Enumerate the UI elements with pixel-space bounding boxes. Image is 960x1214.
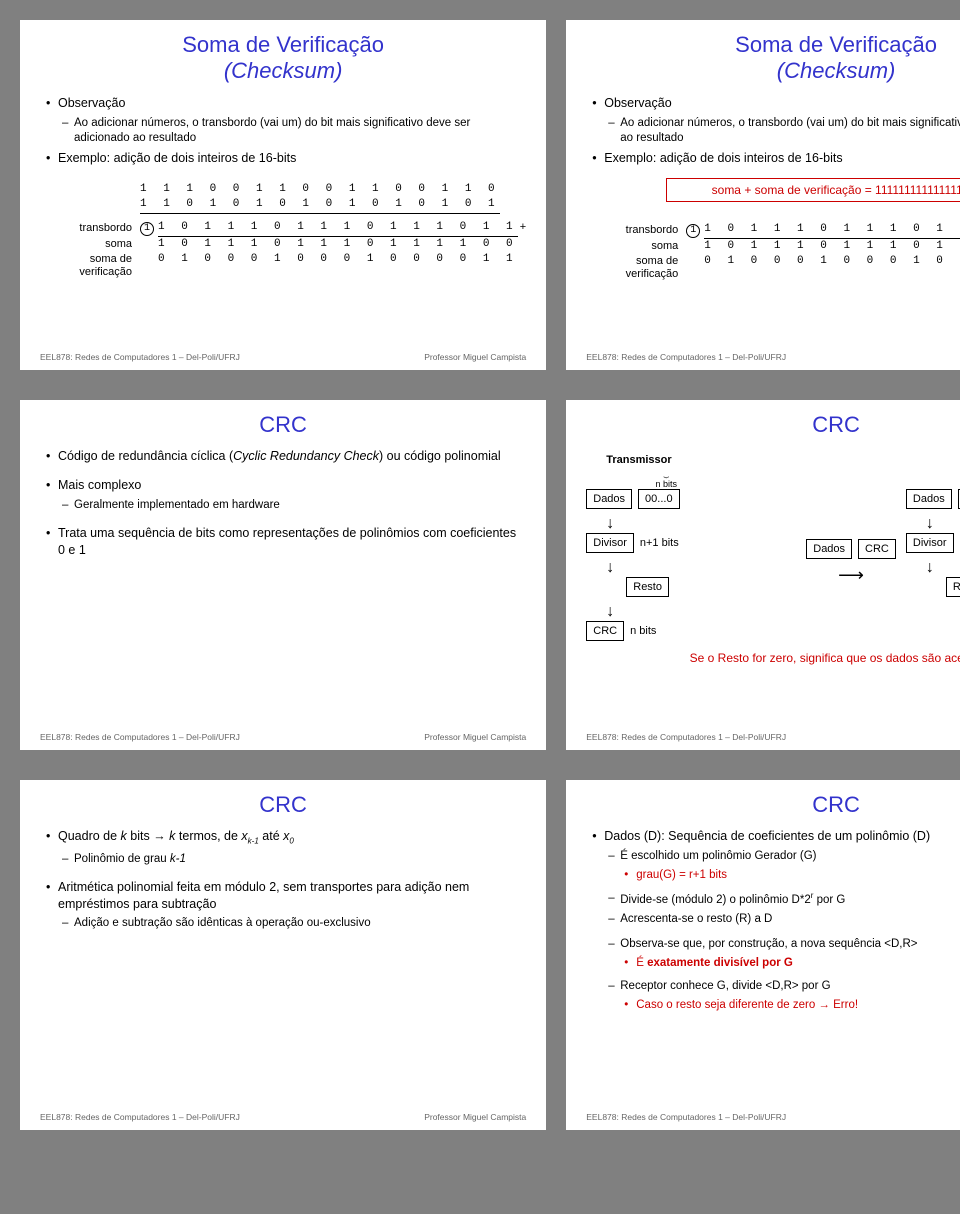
bullet-aritmetica: Aritmética polinomial feita em módulo 2,…: [46, 879, 526, 913]
bullet-quadro: Quadro de k bits → k termos, de xk-1 até…: [46, 828, 526, 847]
slide-footer: EEL878: Redes de Computadores 1 – Del-Po…: [586, 726, 960, 742]
footer-left: EEL878: Redes de Computadores 1 – Del-Po…: [40, 352, 240, 362]
bits-transbordo: 1 0 1 1 1 0 1 1 1 0 1 1 1 0 1 1: [158, 220, 518, 237]
bullet-observacao: Observação: [46, 95, 526, 112]
bits-soma: 1 0 1 1 1 0 1 1 1 0 1 1 1 1 0 0: [158, 237, 518, 252]
slide-crc-1: CRC Código de redundância cíclica (Cycli…: [20, 400, 546, 750]
sub-gerador: É escolhido um polinômio Gerador (G): [608, 849, 960, 864]
title-line-1: Soma de Verificação: [182, 32, 384, 57]
slide-title: CRC: [586, 412, 960, 438]
down-arrow-icon: ↓: [606, 515, 796, 533]
bits-row-2: 1 1 0 1 0 1 0 1 0 1 0 1 0 1 0 1: [140, 197, 500, 214]
sub-divide: Divide-se (módulo 2) o polinômio D*2r po…: [608, 891, 960, 908]
slide-crc-math: CRC Quadro de k bits → k termos, de xk-1…: [20, 780, 546, 1130]
label-sv1: soma de: [60, 254, 140, 265]
footer-right: Professor Miguel Campista: [424, 1112, 526, 1122]
title-line-1: Soma de Verificação: [735, 32, 937, 57]
crc-diagram: Transmissor Receptor ⏟n bits Dados 00...…: [586, 454, 960, 665]
slide-footer: EEL878: Redes de Computadores 1 – Del-Po…: [40, 726, 526, 742]
bits-sv: 0 1 0 0 0 1 0 0 0 1 0 0 0 0 1 1: [158, 252, 518, 267]
box-divisor-rx: Divisor: [906, 533, 954, 553]
bits-row-1: 1 1 1 0 0 1 1 0 0 1 1 0 0 1 1 0: [140, 182, 500, 197]
label-sv2: verificação: [60, 267, 140, 278]
bits-soma: 1 0 1 1 1 0 1 1 1 0 1 1 1 1 0 0: [704, 239, 960, 254]
slide-checksum-2: Soma de Verificação (Checksum) Observaçã…: [566, 20, 960, 370]
box-crc: CRC: [586, 621, 624, 641]
sub2-erro: Caso o resto seja diferente de zero → Er…: [624, 998, 960, 1013]
sub-xor: Adição e subtração são idênticas à opera…: [62, 916, 526, 931]
label-transmissor: Transmissor: [606, 454, 671, 466]
box-resto: Resto: [626, 577, 669, 597]
title-line-2: (Checksum): [777, 58, 896, 83]
sub-observacao: Ao adicionar números, o transbordo (vai …: [608, 116, 960, 146]
bullet-exemplo: Exemplo: adição de dois inteiros de 16-b…: [592, 150, 960, 167]
plus-icon: +: [520, 221, 527, 236]
down-arrow-icon: ↓: [606, 559, 796, 577]
sub-hardware: Geralmente implementado em hardware: [62, 498, 526, 513]
box-crc-mid: CRC: [858, 539, 896, 559]
sub-receptor: Receptor conhece G, divide <D,R> por G: [608, 979, 960, 994]
slide-crc-diagram: CRC Transmissor Receptor ⏟n bits Dados 0…: [566, 400, 960, 750]
bullet-observacao: Observação: [592, 95, 960, 112]
label-transbordo: transbordo: [606, 223, 686, 238]
bullet-dados: Dados (D): Sequência de coeficientes de …: [592, 828, 960, 845]
overflow-bit: 1: [140, 222, 154, 236]
right-arrow-icon: ⟶: [806, 565, 896, 586]
label-nbits: n bits: [630, 625, 656, 637]
label-transbordo: transbordo: [60, 221, 140, 236]
slide-footer: EEL878: Redes de Computadores 1 – Del-Po…: [586, 346, 960, 362]
slide-title: CRC: [40, 412, 526, 438]
sub2-grau: grau(G) = r+1 bits: [624, 868, 960, 883]
binary-block: 1 1 1 0 0 1 1 0 0 1 1 0 0 1 1 0 1 1 0 1 …: [60, 182, 526, 277]
slide-checksum-1: Soma de Verificação (Checksum) Observaçã…: [20, 20, 546, 370]
footer-right: Professor Miguel Campista: [424, 352, 526, 362]
slide-title: CRC: [586, 792, 960, 818]
label-sv2: verificação: [606, 269, 686, 280]
binary-block: transbordo 1 1 0 1 1 1 0 1 1 1 0 1 1 1 0…: [606, 222, 960, 280]
sub-observa: Observa-se que, por construção, a nova s…: [608, 937, 960, 952]
brace-nbits: ⏟n bits: [636, 468, 696, 489]
box-dados-mid: Dados: [806, 539, 852, 559]
title-line-2: (Checksum): [224, 58, 343, 83]
footer-left: EEL878: Redes de Computadores 1 – Del-Po…: [40, 1112, 240, 1122]
sub-acrescenta: Acrescenta-se o resto (R) a D: [608, 912, 960, 927]
bullet-complexo: Mais complexo: [46, 477, 526, 494]
label-n1bits: n+1 bits: [640, 537, 679, 549]
footer-left: EEL878: Redes de Computadores 1 – Del-Po…: [586, 1112, 786, 1122]
slide-footer: EEL878: Redes de Computadores 1 – Del-Po…: [40, 1106, 526, 1122]
footer-left: EEL878: Redes de Computadores 1 – Del-Po…: [586, 352, 786, 362]
correct-box: soma + soma de verificação = 11111111111…: [666, 178, 960, 202]
label-soma: soma: [60, 237, 140, 252]
box-dados-rx: Dados: [906, 489, 952, 509]
sub-observacao: Ao adicionar números, o transbordo (vai …: [62, 116, 526, 146]
slide-title: CRC: [40, 792, 526, 818]
accept-text: Se o Resto for zero, significa que os da…: [586, 651, 960, 665]
down-arrow-icon: ↓: [926, 559, 960, 577]
bullet-codigo: Código de redundância cíclica (Cyclic Re…: [46, 448, 526, 465]
box-dados: Dados: [586, 489, 632, 509]
slide-title: Soma de Verificação (Checksum): [586, 32, 960, 85]
bullet-exemplo: Exemplo: adição de dois inteiros de 16-b…: [46, 150, 526, 167]
footer-left: EEL878: Redes de Computadores 1 – Del-Po…: [586, 732, 786, 742]
bits-sv: 0 1 0 0 0 1 0 0 0 1 0 0 0 0 1 1: [704, 254, 960, 269]
box-zeros: 00...0: [638, 489, 680, 509]
slide-footer: EEL878: Redes de Computadores 1 – Del-Po…: [40, 346, 526, 362]
bits-transbordo: 1 0 1 1 1 0 1 1 1 0 1 1 1 0 1 1: [704, 222, 960, 239]
sub-polinomio: Polinômio de grau k-1: [62, 852, 526, 867]
sub2-divisivel: É exatamente divisível por G: [624, 956, 960, 971]
footer-right: Professor Miguel Campista: [424, 732, 526, 742]
overflow-bit: 1: [686, 224, 700, 238]
slide-footer: EEL878: Redes de Computadores 1 – Del-Po…: [586, 1106, 960, 1122]
slide-crc-steps: CRC Dados (D): Sequência de coeficientes…: [566, 780, 960, 1130]
label-sv1: soma de: [606, 256, 686, 267]
down-arrow-icon: ↓: [606, 603, 796, 621]
box-resto-rx: Resto: [946, 577, 960, 597]
down-arrow-icon: ↓: [926, 515, 960, 533]
box-divisor: Divisor: [586, 533, 634, 553]
bullet-sequencia: Trata uma sequência de bits como represe…: [46, 525, 526, 559]
footer-left: EEL878: Redes de Computadores 1 – Del-Po…: [40, 732, 240, 742]
slide-title: Soma de Verificação (Checksum): [40, 32, 526, 85]
label-soma: soma: [606, 239, 686, 254]
